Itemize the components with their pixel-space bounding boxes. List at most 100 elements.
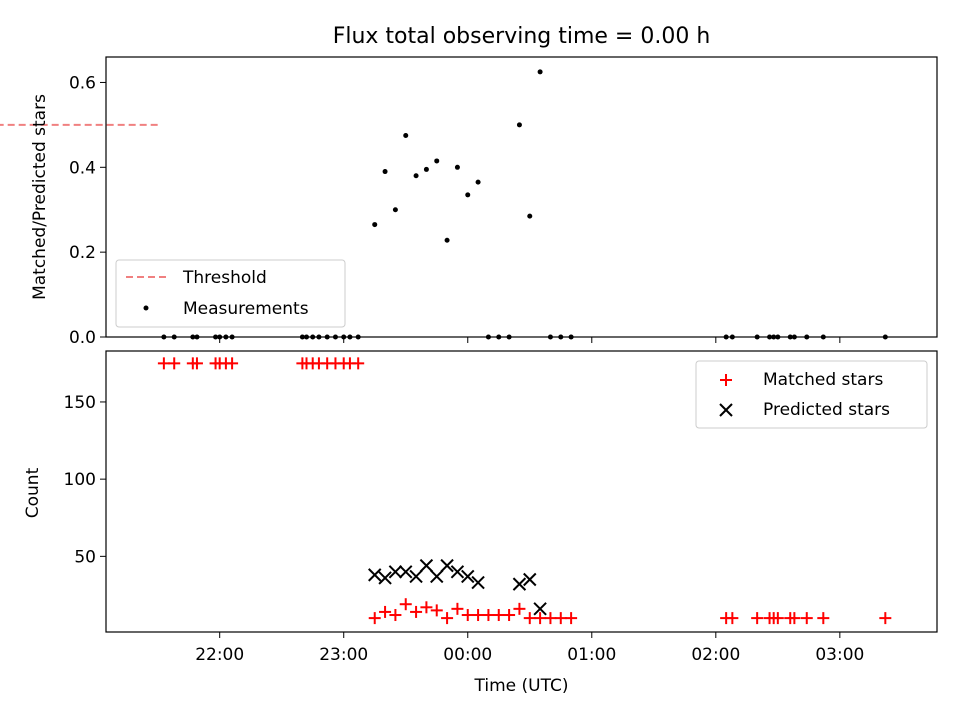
- measurement-point: [413, 173, 419, 179]
- matched-star-marker: [817, 612, 830, 625]
- bottom-y-ticks: 50 100 150: [64, 393, 106, 567]
- measurement-point: [444, 237, 450, 243]
- predicted-star-marker: [409, 569, 423, 584]
- matched-star-marker: [226, 357, 239, 370]
- top-x-ticks: [219, 337, 841, 343]
- predicted-star-marker-b: [461, 569, 475, 584]
- predicted-star-marker: [533, 602, 547, 616]
- matched-star-marker: [726, 612, 739, 625]
- matched-star-marker: [503, 609, 516, 622]
- top-y-tick-label: 0.0: [69, 328, 96, 348]
- predicted-legend-swatch: [719, 403, 733, 417]
- predicted-star-marker: [378, 571, 392, 585]
- x-tick-label: 02:00: [691, 645, 740, 665]
- predicted-star-marker: [430, 569, 444, 584]
- bottom-legend-box: [695, 360, 928, 429]
- measurements-legend-swatch: [143, 305, 149, 311]
- measurement-point: [537, 69, 543, 75]
- matched-star-marker: [190, 357, 203, 370]
- measurement-point: [392, 207, 398, 213]
- bottom-y-tick-label: 50: [74, 547, 96, 567]
- matched-star-marker: [379, 605, 392, 618]
- bottom-x-ticks: 22:00 23:00 00:00 01:00 02:00 03:00: [195, 632, 864, 665]
- measurement-point: [465, 192, 471, 198]
- predicted-star-marker-b: [378, 571, 392, 585]
- top-panel: Flux total observing time = 0.00 h Match…: [0, 24, 938, 348]
- x-tick-label: 00:00: [443, 645, 492, 665]
- matched-star-marker: [399, 598, 412, 611]
- measurement-point: [423, 166, 429, 172]
- measurement-point: [382, 169, 388, 175]
- x-tick-label: 23:00: [319, 645, 368, 665]
- matched-star-marker: [410, 605, 423, 618]
- x-tick-label: 01:00: [567, 645, 616, 665]
- matched-star-marker: [352, 357, 365, 370]
- predicted-star-marker: [471, 575, 485, 590]
- matched-star-marker: [751, 612, 764, 625]
- predicted-star-marker-b: [419, 558, 434, 573]
- predicted-star-marker-b: [388, 565, 403, 579]
- predicted-star-marker-b: [533, 602, 547, 616]
- predicted-star-marker-b: [368, 568, 382, 582]
- legend-measurements-label: Measurements: [183, 299, 309, 319]
- matched-star-marker: [157, 357, 170, 370]
- matched-star-marker: [513, 602, 526, 615]
- predicted-star-marker-b: [512, 577, 527, 591]
- matched-star-marker: [492, 609, 505, 622]
- x-tick-label: 03:00: [815, 645, 864, 665]
- matched-star-marker: [472, 609, 485, 622]
- matched-star-marker: [368, 612, 381, 625]
- x-tick-label: 22:00: [195, 645, 244, 665]
- chart-title: Flux total observing time = 0.00 h: [333, 24, 711, 49]
- matched-star-marker: [451, 602, 464, 615]
- predicted-star-marker: [523, 572, 537, 587]
- matched-star-marker: [441, 612, 454, 625]
- bottom-marks-layer: [157, 357, 892, 625]
- matched-star-marker: [430, 604, 443, 617]
- top-y-ticks: 0.0 0.2 0.4 0.6: [69, 73, 106, 348]
- matched-star-marker: [544, 612, 557, 625]
- matched-star-marker: [389, 609, 402, 622]
- measurement-point: [434, 158, 440, 164]
- matched-star-marker: [554, 612, 567, 625]
- matched-star-marker: [420, 601, 433, 614]
- top-y-tick-label: 0.6: [69, 73, 96, 93]
- predicted-star-marker-b: [440, 558, 454, 573]
- predicted-star-marker: [399, 565, 413, 579]
- top-y-axis-label: Matched/Predicted stars: [30, 94, 50, 300]
- bottom-y-axis-label: Count: [23, 467, 43, 518]
- measurement-point: [475, 179, 481, 185]
- predicted-star-marker-b: [409, 569, 423, 584]
- matched-star-marker: [168, 357, 181, 370]
- bottom-y-tick-label: 150: [64, 393, 96, 413]
- matched-star-marker: [461, 609, 474, 622]
- bottom-y-tick-label: 100: [64, 470, 96, 490]
- matched-star-marker: [534, 612, 547, 625]
- legend-threshold-label: Threshold: [182, 268, 267, 288]
- matched-star-marker: [879, 612, 892, 625]
- measurement-point: [454, 164, 460, 170]
- bottom-legend: Matched stars Predicted stars: [695, 360, 928, 429]
- measurement-point: [372, 222, 378, 228]
- measurement-point: [403, 132, 409, 138]
- predicted-star-marker: [440, 558, 454, 573]
- top-legend: Threshold Measurements: [115, 259, 346, 328]
- measurement-point: [527, 213, 533, 219]
- x-axis-label: Time (UTC): [474, 676, 569, 696]
- matched-star-marker: [800, 612, 813, 625]
- predicted-star-marker-b: [471, 575, 485, 590]
- matched-star-marker: [565, 612, 578, 625]
- matched-star-marker: [523, 612, 536, 625]
- legend-predicted-label: Predicted stars: [763, 400, 890, 420]
- matched-star-marker: [771, 612, 784, 625]
- matched-legend-swatch: [720, 374, 732, 386]
- matched-star-marker: [482, 609, 495, 622]
- bottom-axes-frame: [105, 350, 938, 633]
- predicted-star-marker-b: [450, 565, 465, 579]
- predicted-star-marker: [461, 569, 475, 584]
- predicted-star-marker: [368, 568, 382, 582]
- top-axes-frame: [105, 56, 938, 338]
- predicted-star-marker: [450, 565, 465, 579]
- predicted-star-marker: [512, 577, 527, 591]
